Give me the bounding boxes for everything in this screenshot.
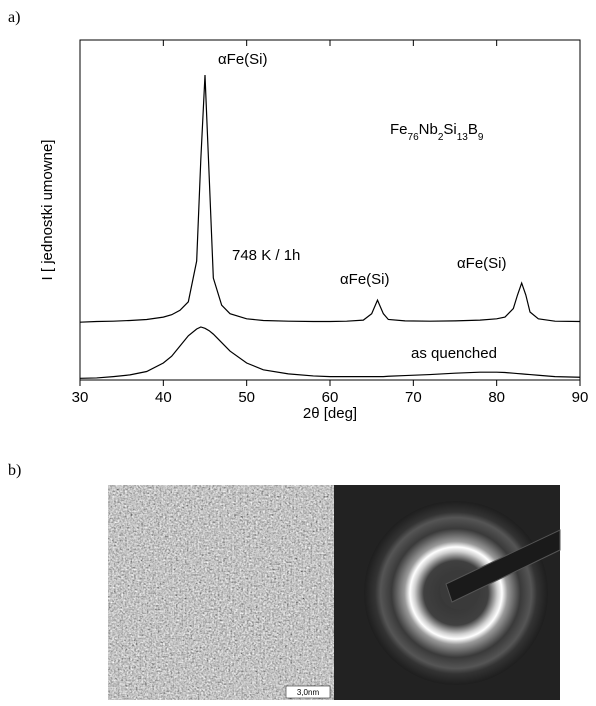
x-axis-label: 2θ [deg] — [303, 405, 357, 422]
annotation: αFe(Si) — [218, 51, 268, 68]
annotation: 748 K / 1h — [232, 247, 300, 264]
x-tick-label: 80 — [488, 389, 505, 406]
annotation: αFe(Si) — [457, 255, 507, 272]
annotation: αFe(Si) — [340, 271, 390, 288]
beam-stopper — [445, 529, 561, 603]
tem-images: 3,0nm — [108, 485, 561, 700]
panel-label: a) — [8, 9, 20, 26]
x-tick-label: 90 — [572, 389, 589, 406]
plot-frame — [79, 39, 581, 381]
x-tick-label: 40 — [155, 389, 172, 406]
annotation: Fe76Nb2Si13B9 — [390, 121, 484, 143]
x-tick-label: 70 — [405, 389, 422, 406]
annotation: as quenched — [411, 345, 497, 362]
data-line — [79, 326, 581, 379]
tem-image — [108, 485, 334, 700]
panel-label: b) — [8, 462, 21, 479]
x-tick-label: 30 — [72, 389, 89, 406]
x-tick-label: 50 — [238, 389, 255, 406]
y-axis-label: I [ jednostki umowne] — [39, 140, 56, 281]
scale-bar-box — [285, 685, 331, 699]
data-line — [79, 74, 581, 323]
scale-bar-label: 3,0nm — [297, 688, 320, 697]
x-tick-label: 60 — [322, 389, 339, 406]
